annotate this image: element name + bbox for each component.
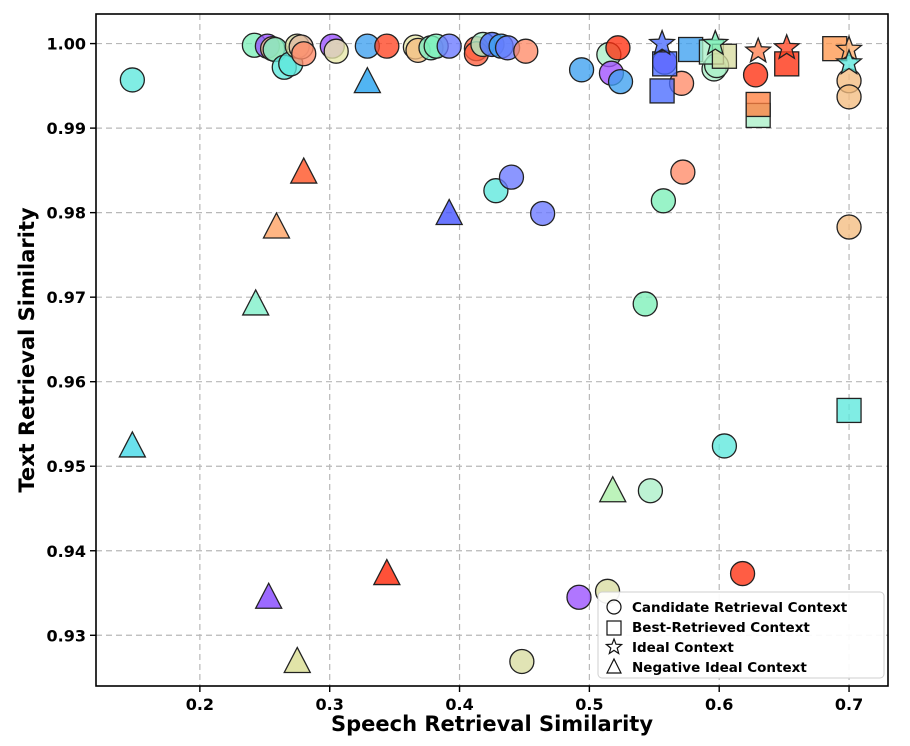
negative-ideal-point (283, 646, 312, 674)
negative-ideal-point (262, 211, 291, 239)
candidate-point (670, 159, 696, 185)
candidate-point (529, 200, 556, 227)
best-retrieved-point (774, 51, 800, 77)
ideal-point (647, 28, 677, 56)
candidate-point (711, 433, 738, 459)
candidate-point (836, 84, 862, 110)
candidate-point (436, 33, 462, 59)
candidate-point (836, 214, 862, 240)
best-retrieved-point (652, 51, 678, 77)
legend-triangle-marker (606, 657, 622, 674)
negative-ideal-point (435, 198, 464, 226)
candidate-point (513, 38, 539, 64)
negative-ideal-point (353, 66, 382, 94)
best-retrieved-point (745, 91, 771, 118)
negative-ideal-point (118, 430, 147, 458)
candidate-point (323, 38, 349, 64)
x-tick-label: 0.7 (835, 695, 863, 714)
candidate-point (566, 584, 592, 610)
legend-item-best: Best-Retrieved Context (606, 620, 810, 636)
legend-label-best: Best-Retrieved Context (632, 620, 810, 636)
candidate-point (729, 560, 756, 587)
legend-item-ideal: Ideal Context (604, 637, 734, 656)
legend-label-ideal: Ideal Context (632, 640, 734, 656)
candidate-point (637, 478, 664, 504)
ideal-point (772, 32, 801, 60)
y-tick-label: 0.95 (47, 457, 86, 476)
x-tick-label: 0.4 (445, 695, 473, 714)
ideal-point (834, 48, 864, 75)
candidate-point (650, 188, 677, 214)
plot-frame (95, 13, 889, 687)
x-tick-label: 0.2 (186, 695, 214, 714)
legend-box (597, 591, 885, 679)
negative-ideal-point (241, 288, 270, 316)
legend-item-candidate: Candidate Retrieval Context (606, 599, 848, 616)
y-tick-label: 0.97 (47, 288, 86, 307)
y-axis-ticks: 0.93 0.94 0.95 0.96 0.97 0.98 0.99 1.00 (47, 35, 96, 645)
candidate-point (607, 68, 634, 95)
legend: Candidate Retrieval Context Best-Retriev… (597, 591, 885, 679)
y-axis-title: Text Retrieval Similarity (15, 207, 39, 493)
ideal-point (701, 28, 730, 56)
y-tick-label: 0.93 (47, 626, 86, 645)
legend-label-negative: Negative Ideal Context (632, 660, 807, 676)
candidate-point (742, 62, 769, 88)
x-tick-label: 0.3 (316, 695, 344, 714)
candidate-point (291, 41, 317, 67)
y-tick-label: 0.98 (47, 204, 86, 223)
legend-label-candidate: Candidate Retrieval Context (632, 600, 848, 616)
y-tick-label: 1.00 (47, 35, 86, 54)
x-tick-label: 0.6 (705, 695, 733, 714)
legend-star-marker (604, 637, 624, 655)
candidate-point (632, 291, 658, 317)
candidate-point (605, 35, 631, 61)
negative-ideal-point (598, 475, 627, 503)
data-points (118, 28, 864, 675)
candidate-point (374, 33, 400, 59)
best-retrieved-point (836, 397, 862, 424)
x-axis-ticks: 0.2 0.3 0.4 0.5 0.6 0.7 (186, 686, 863, 714)
negative-ideal-point (372, 558, 401, 586)
x-tick-label: 0.5 (575, 695, 603, 714)
candidate-point (498, 164, 525, 190)
candidate-point (119, 67, 146, 93)
legend-circle-marker (606, 599, 622, 615)
y-tick-label: 0.96 (47, 373, 86, 392)
best-retrieved-point (649, 78, 675, 104)
candidate-point (568, 57, 595, 83)
ideal-point (744, 36, 773, 64)
candidate-point (509, 648, 535, 675)
y-tick-label: 0.94 (47, 542, 86, 561)
x-axis-title: Speech Retrieval Similarity (331, 712, 653, 736)
negative-ideal-point (254, 581, 283, 609)
legend-item-negative: Negative Ideal Context (606, 657, 807, 676)
negative-ideal-point (289, 156, 318, 184)
legend-square-marker (606, 620, 622, 636)
y-tick-label: 0.99 (47, 119, 86, 138)
